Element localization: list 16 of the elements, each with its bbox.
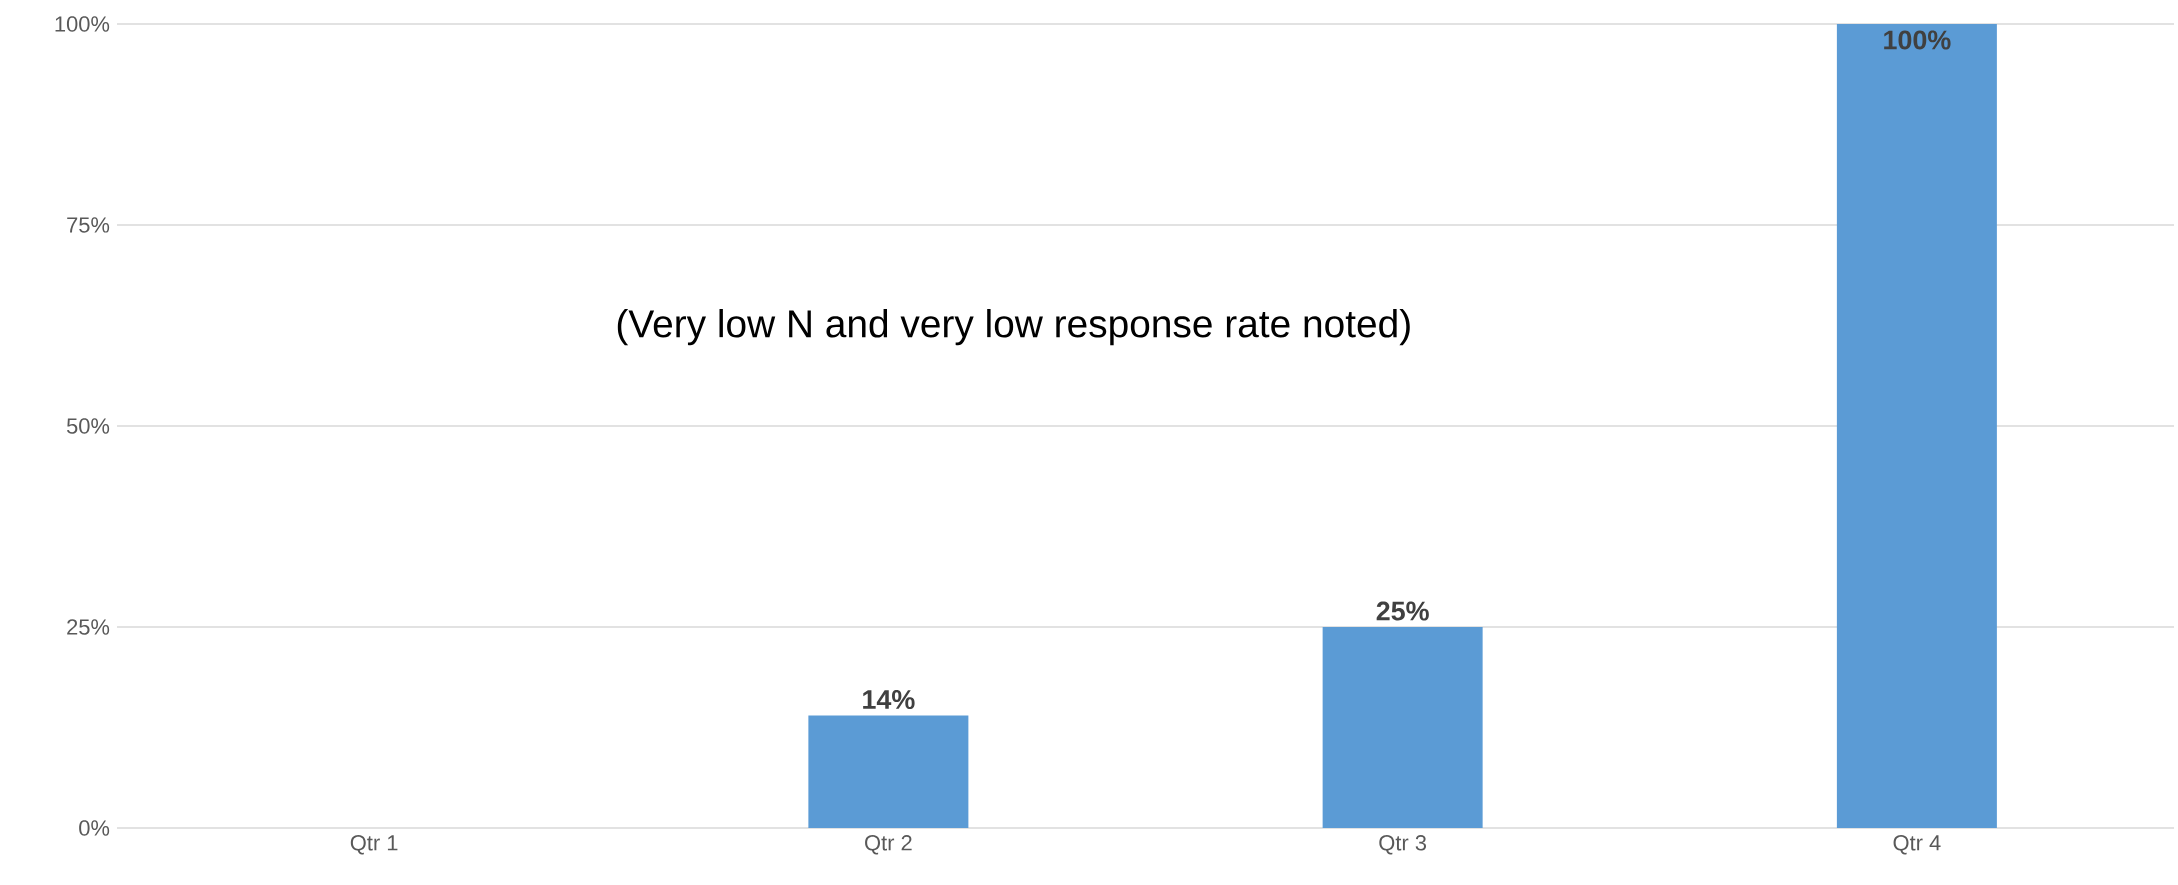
y-tick-label: 75% bbox=[67, 217, 110, 233]
x-tick-label: Qtr 3 bbox=[1379, 835, 1427, 855]
annotation: (Very low N and very low response rate noted) bbox=[617, 308, 1410, 346]
bar bbox=[1836, 23, 1997, 828]
x-tick-label: Qtr 2 bbox=[865, 835, 912, 855]
data-label: 25% bbox=[1376, 601, 1429, 621]
y-tick-label: 25% bbox=[67, 619, 110, 635]
data-label: 100% bbox=[1884, 30, 1951, 50]
y-tick-label: 0% bbox=[79, 820, 110, 836]
y-tick-label: 50% bbox=[66, 418, 110, 434]
x-tick-label: Qtr 4 bbox=[1893, 835, 1941, 855]
bar bbox=[1322, 627, 1483, 828]
y-tick-label: 100% bbox=[55, 16, 110, 32]
bar bbox=[808, 715, 969, 828]
data-label: 14% bbox=[863, 690, 915, 710]
x-tick-label: Qtr 1 bbox=[350, 835, 398, 855]
